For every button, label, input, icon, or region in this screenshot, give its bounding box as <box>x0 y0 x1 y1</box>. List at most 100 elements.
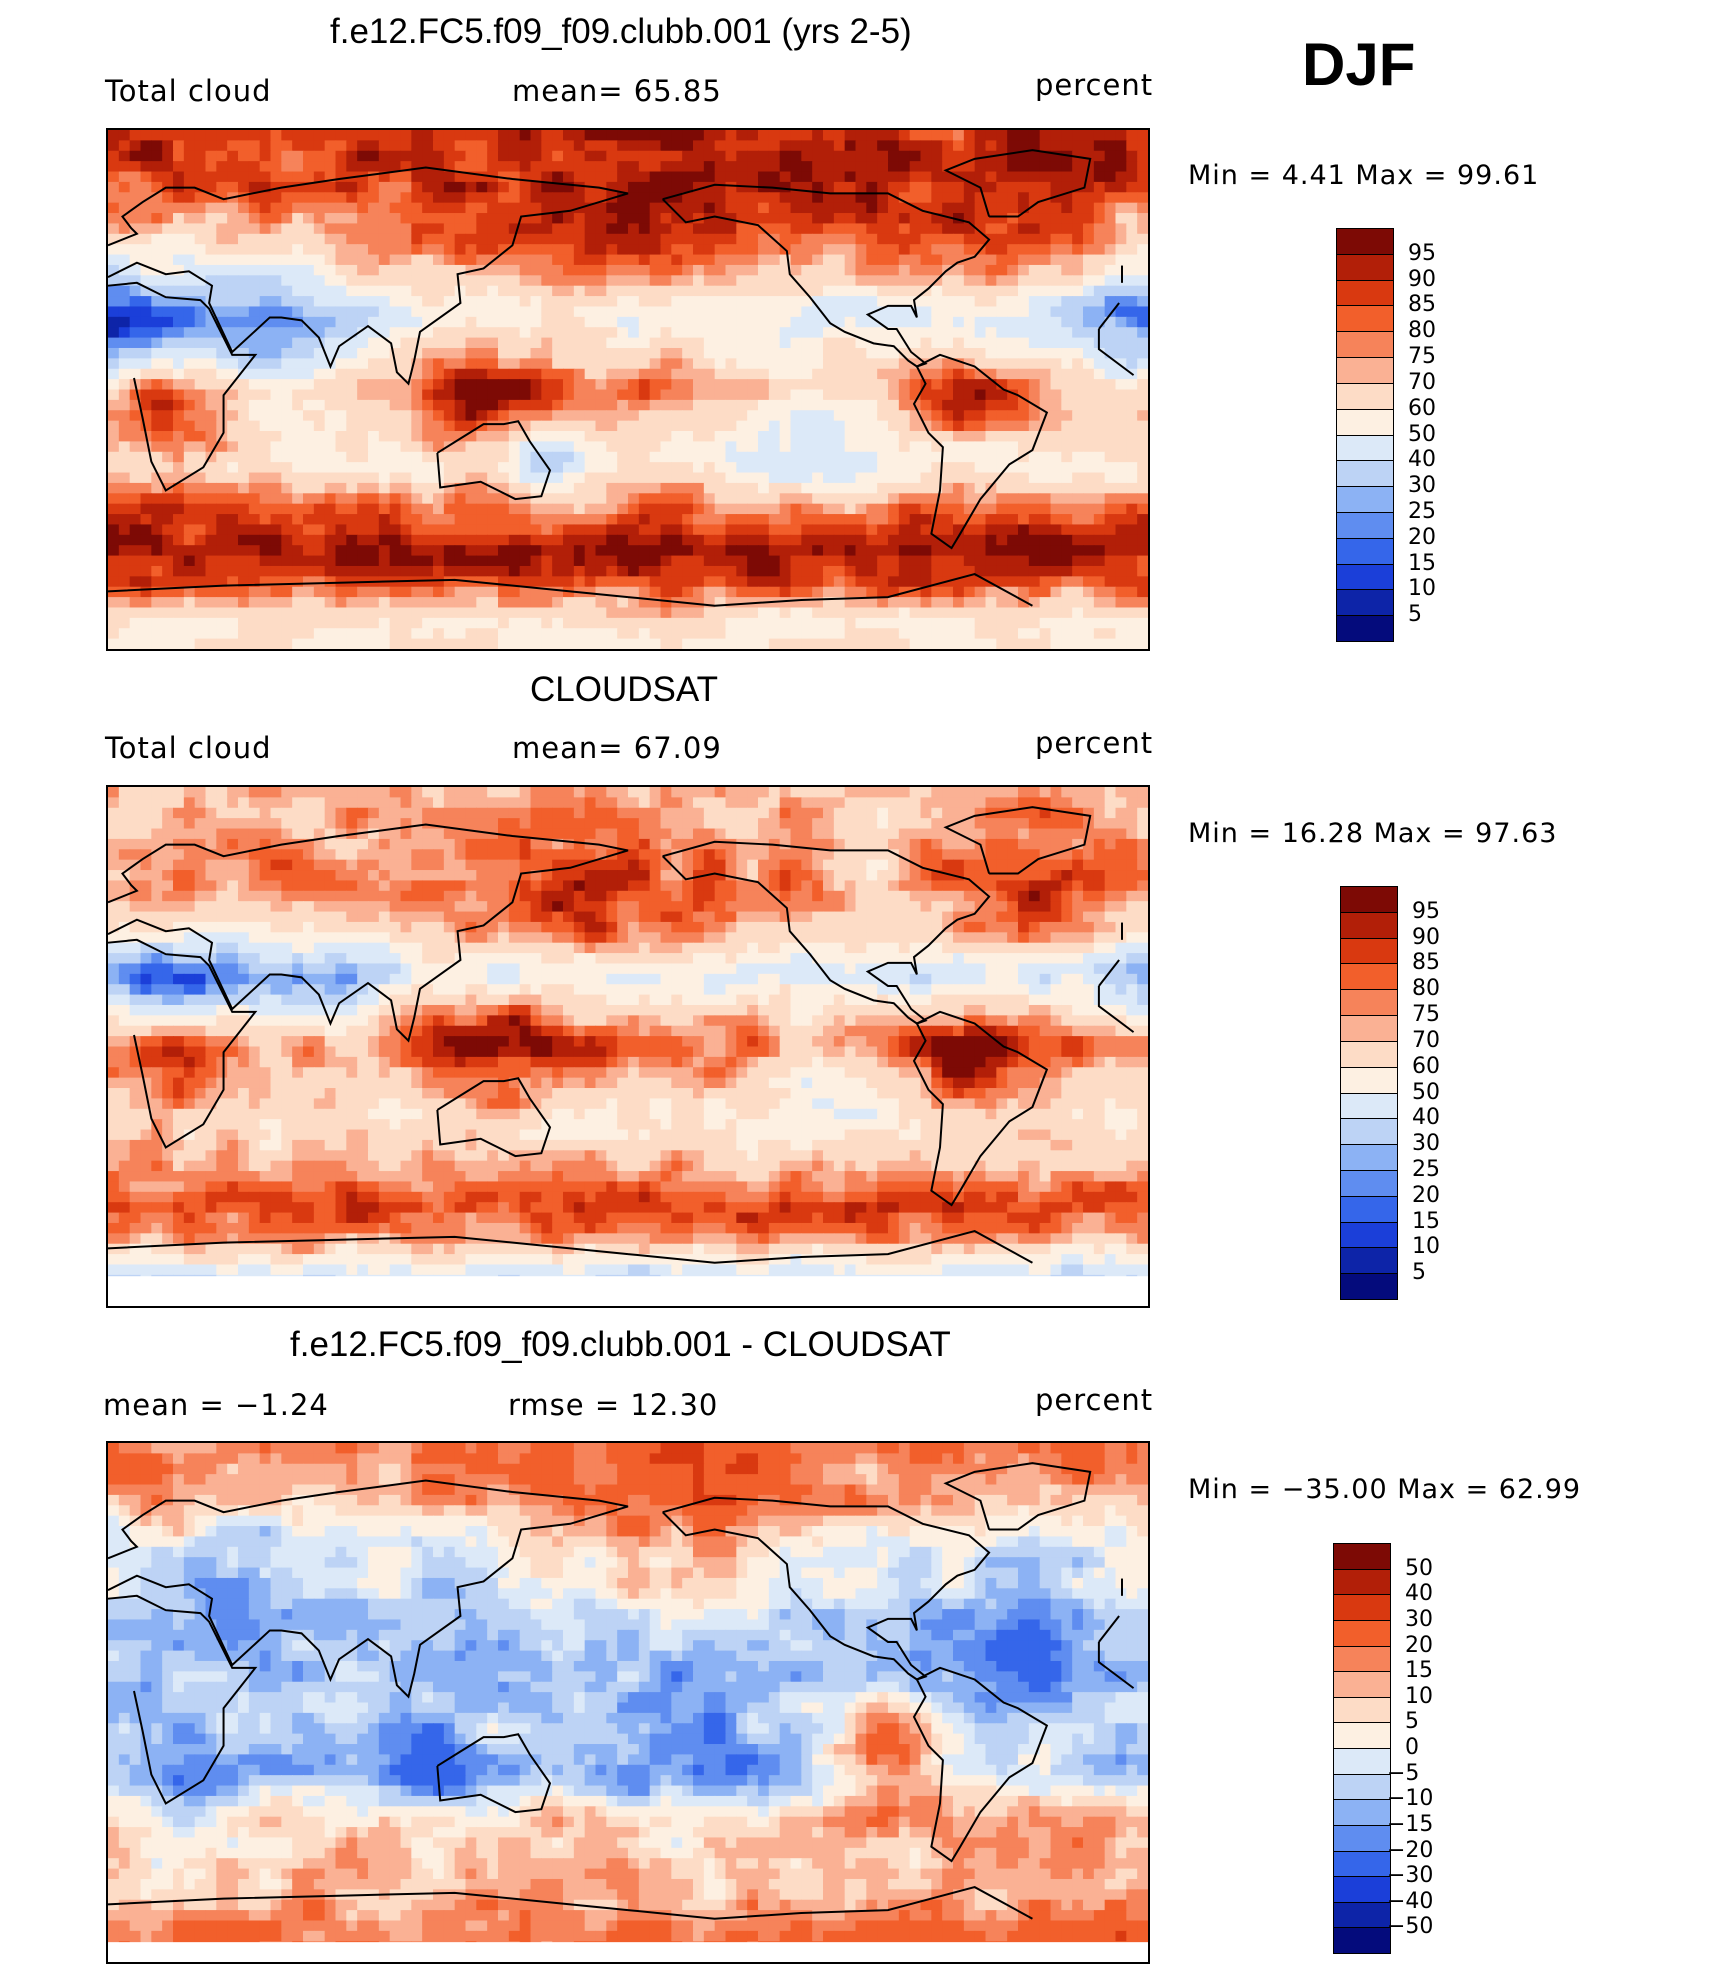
field-cell <box>1029 379 1040 390</box>
field-cell <box>639 483 650 494</box>
field-cell <box>184 358 195 369</box>
field-cell <box>921 275 932 286</box>
field-cell <box>747 545 758 556</box>
field-cell <box>541 203 552 214</box>
field-cell <box>552 369 563 380</box>
field-cell <box>216 182 227 193</box>
field-cell <box>119 797 130 808</box>
field-cell <box>563 545 574 556</box>
field-cell <box>996 545 1007 556</box>
field-cell <box>617 244 628 255</box>
field-cell <box>975 348 986 359</box>
field-cell <box>476 172 487 183</box>
field-cell <box>693 452 704 463</box>
field-cell <box>996 338 1007 349</box>
field-cell <box>628 358 639 369</box>
field-cell <box>639 421 650 432</box>
field-cell <box>216 535 227 546</box>
field-cell <box>184 192 195 203</box>
field-cell <box>1094 514 1105 525</box>
field-cell <box>585 535 596 546</box>
field-cell <box>487 379 498 390</box>
field-cell <box>162 161 173 172</box>
field-cell <box>801 192 812 203</box>
field-cell <box>1072 223 1083 234</box>
field-cell <box>747 452 758 463</box>
field-cell <box>476 140 487 151</box>
field-cell <box>401 452 412 463</box>
field-cell <box>574 317 585 328</box>
field-cell <box>552 151 563 162</box>
field-cell <box>639 441 650 452</box>
field-cell <box>650 410 661 421</box>
field-cell <box>834 130 845 141</box>
field-cell <box>834 473 845 484</box>
field-cell <box>628 306 639 317</box>
field-cell <box>249 607 260 618</box>
field-cell <box>606 545 617 556</box>
field-cell <box>574 452 585 463</box>
field-cell <box>173 234 184 245</box>
field-cell <box>1007 213 1018 224</box>
field-cell <box>856 275 867 286</box>
field-cell <box>747 787 758 798</box>
field-cell <box>314 317 325 328</box>
field-cell <box>1072 400 1083 411</box>
field-cell <box>1029 493 1040 504</box>
field-cell <box>433 390 444 401</box>
field-cell <box>195 390 206 401</box>
field-cell <box>422 556 433 567</box>
field-cell <box>1116 514 1127 525</box>
field-cell <box>162 452 173 463</box>
field-cell <box>141 223 152 234</box>
field-cell <box>227 275 238 286</box>
field-cell <box>856 223 867 234</box>
field-cell <box>173 618 184 629</box>
field-cell <box>1083 618 1094 629</box>
field-cell <box>1126 545 1137 556</box>
field-cell <box>639 369 650 380</box>
field-cell <box>801 493 812 504</box>
field-cell <box>617 410 628 421</box>
field-cell <box>574 462 585 473</box>
field-cell <box>975 410 986 421</box>
field-cell <box>1137 255 1148 266</box>
field-cell <box>563 473 574 484</box>
field-cell <box>910 618 921 629</box>
field-cell <box>1105 556 1116 567</box>
field-cell <box>195 597 206 608</box>
field-cell <box>390 556 401 567</box>
field-cell <box>942 255 953 266</box>
field-cell <box>747 244 758 255</box>
field-cell <box>899 441 910 452</box>
field-cell <box>249 473 260 484</box>
field-cell <box>769 618 780 629</box>
field-cell <box>563 275 574 286</box>
field-cell <box>541 618 552 629</box>
field-cell <box>292 493 303 504</box>
field-cell <box>791 255 802 266</box>
field-cell <box>791 161 802 172</box>
field-cell <box>303 265 314 276</box>
field-cell <box>942 223 953 234</box>
field-cell <box>606 327 617 338</box>
field-cell <box>682 483 693 494</box>
field-cell <box>801 787 812 798</box>
field-cell <box>1126 421 1137 432</box>
field-cell <box>216 223 227 234</box>
field-cell <box>227 296 238 307</box>
field-cell <box>260 296 271 307</box>
field-cell <box>682 576 693 587</box>
field-cell <box>249 597 260 608</box>
field-cell <box>292 504 303 515</box>
field-cell <box>411 504 422 515</box>
field-cell <box>271 338 282 349</box>
field-cell <box>617 369 628 380</box>
field-cell <box>173 244 184 255</box>
field-cell <box>1116 161 1127 172</box>
field-cell <box>509 535 520 546</box>
field-cell <box>1040 255 1051 266</box>
field-cell <box>758 473 769 484</box>
field-cell <box>520 441 531 452</box>
field-cell <box>184 400 195 411</box>
